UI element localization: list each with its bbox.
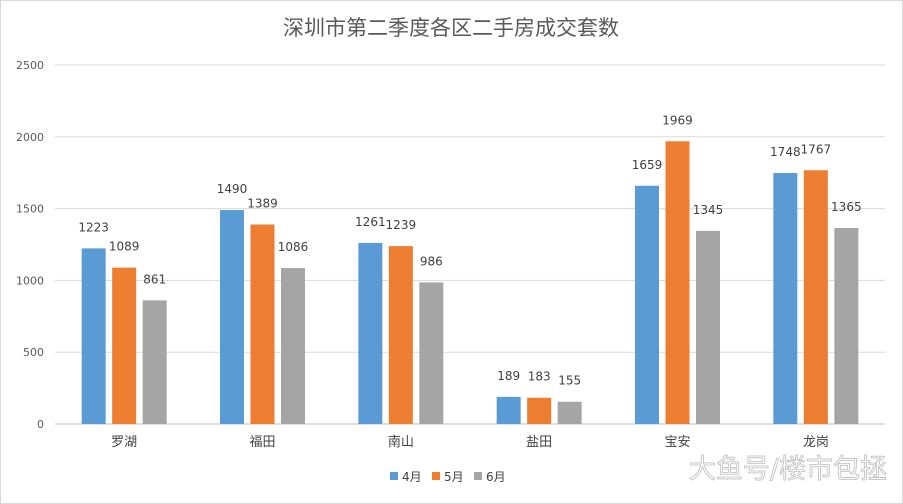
bar xyxy=(773,172,798,424)
bar xyxy=(250,224,275,424)
data-label: 1490 xyxy=(217,182,248,196)
x-tick-label: 南山 xyxy=(388,434,414,450)
data-label: 183 xyxy=(528,370,551,384)
legend-swatch xyxy=(390,472,398,480)
data-label: 1767 xyxy=(801,142,832,156)
x-tick-label: 罗湖 xyxy=(111,435,137,450)
data-label: 1389 xyxy=(247,197,278,211)
category-group: 1659 1969 1345 宝安 xyxy=(632,113,724,450)
data-label: 1239 xyxy=(386,218,417,232)
data-label: 986 xyxy=(420,254,443,268)
data-label: 1089 xyxy=(109,240,140,254)
legend-item: 6月 xyxy=(474,470,506,484)
data-label: 1261 xyxy=(355,215,386,229)
data-label: 189 xyxy=(497,369,520,383)
y-tick-label: 500 xyxy=(23,346,44,359)
bar xyxy=(388,246,413,424)
data-label: 1345 xyxy=(693,203,724,217)
data-label: 1748 xyxy=(770,145,801,159)
bar xyxy=(81,248,106,424)
legend-label: 6月 xyxy=(486,470,506,484)
chart-title: 深圳市第二季度各区二手房成交套数 xyxy=(283,16,619,40)
y-tick-label: 2500 xyxy=(16,59,44,72)
x-tick-label: 福田 xyxy=(249,435,275,450)
category-group: 1261 1239 986 南山 xyxy=(355,215,444,450)
bar xyxy=(112,267,137,424)
bar xyxy=(419,282,444,424)
legend-item: 5月 xyxy=(432,470,464,484)
data-label: 861 xyxy=(143,272,166,286)
bar xyxy=(557,401,582,424)
bar xyxy=(281,268,305,424)
bar xyxy=(834,227,859,424)
x-tick-label: 宝安 xyxy=(664,435,690,450)
y-tick-label: 2000 xyxy=(16,131,44,144)
bar xyxy=(142,300,167,424)
bar xyxy=(665,141,690,425)
data-label: 1223 xyxy=(78,220,109,234)
x-tick-label: 盐田 xyxy=(526,435,552,450)
data-label: 1969 xyxy=(662,113,693,127)
watermark: 大鱼号/楼市包拯 xyxy=(689,454,887,485)
bar xyxy=(527,397,552,424)
bar xyxy=(220,210,244,424)
legend-label: 5月 xyxy=(444,470,464,484)
data-label: 155 xyxy=(558,374,581,388)
data-label: 1086 xyxy=(278,240,309,254)
legend-swatch xyxy=(432,472,440,480)
bar xyxy=(635,185,659,424)
data-label: 1365 xyxy=(831,200,862,214)
legend-item: 4月 xyxy=(390,470,422,484)
category-group: 189 183 155 盐田 xyxy=(496,369,582,450)
category-group: 1748 1767 1365 龙岗 xyxy=(770,142,862,450)
data-label: 1659 xyxy=(632,158,663,172)
bar xyxy=(696,230,720,424)
y-tick-label: 1500 xyxy=(16,203,44,216)
x-tick-label: 龙岗 xyxy=(803,435,829,450)
legend-swatch xyxy=(474,472,482,480)
bar xyxy=(803,170,828,424)
legend-label: 4月 xyxy=(402,470,422,484)
bar xyxy=(496,396,521,424)
y-tick-label: 1000 xyxy=(16,274,44,287)
y-tick-label: 0 xyxy=(37,418,44,431)
bar xyxy=(358,242,383,424)
